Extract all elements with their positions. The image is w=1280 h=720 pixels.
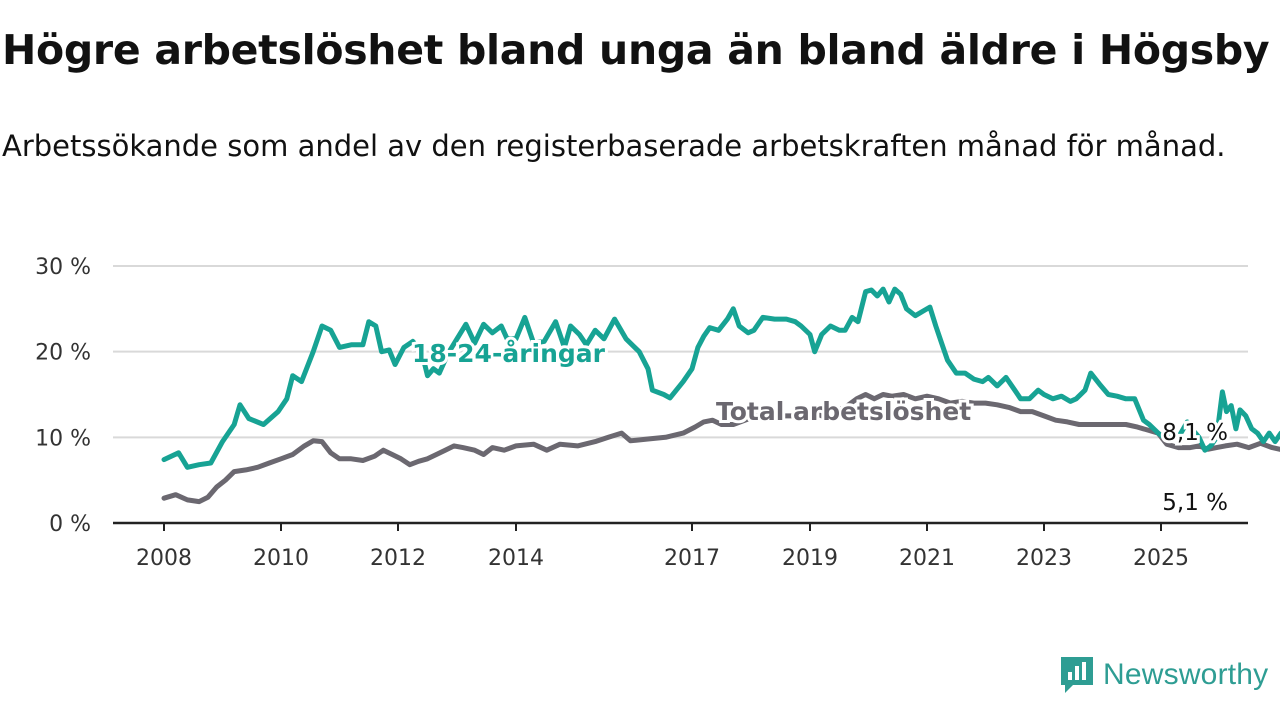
x-tick-label: 2010 bbox=[253, 546, 309, 571]
brand-logo: Newsworthy bbox=[1059, 655, 1268, 695]
x-axis: 2008 2010 2012 2014 2017 2019 2021 2023 2025 bbox=[113, 521, 1248, 571]
newsworthy-logo-icon bbox=[1061, 657, 1093, 693]
end-label-total: 8,1 % bbox=[1162, 420, 1228, 446]
series-label-youth: 18-24-åringar bbox=[412, 339, 606, 368]
series-lines bbox=[161, 286, 1280, 505]
x-tick-label: 2025 bbox=[1133, 546, 1189, 571]
x-tick-label: 2023 bbox=[1016, 546, 1072, 571]
series-line bbox=[161, 392, 1280, 505]
x-tick-label: 2021 bbox=[899, 546, 955, 571]
x-tick-label: 2017 bbox=[664, 546, 720, 571]
series-label-total: Total arbetslöshet bbox=[716, 397, 971, 426]
series-line bbox=[161, 286, 1280, 470]
series-labels: 18-24-åringar Total arbetslöshet 8,1 % 5,1 … bbox=[409, 336, 1231, 519]
x-tick-label: 2008 bbox=[136, 546, 192, 571]
y-tick-label: 20 % bbox=[35, 341, 91, 366]
y-tick-label: 0 % bbox=[49, 512, 91, 537]
end-label-youth: 5,1 % bbox=[1162, 490, 1228, 516]
brand-name: Newsworthy bbox=[1103, 658, 1269, 691]
y-axis: 0 % 10 % 20 % 30 % bbox=[35, 255, 91, 537]
x-tick-label: 2019 bbox=[782, 546, 838, 571]
x-tick-label: 2014 bbox=[488, 546, 544, 571]
chart-subtitle: Arbetssökande som andel av den registerb… bbox=[2, 129, 1226, 163]
x-tick-label: 2012 bbox=[370, 546, 426, 571]
y-tick-label: 30 % bbox=[35, 255, 91, 280]
grid-lines bbox=[113, 265, 1248, 439]
y-tick-label: 10 % bbox=[35, 426, 91, 451]
chart-title: Högre arbetslöshet bland unga än bland ä… bbox=[2, 26, 1270, 74]
